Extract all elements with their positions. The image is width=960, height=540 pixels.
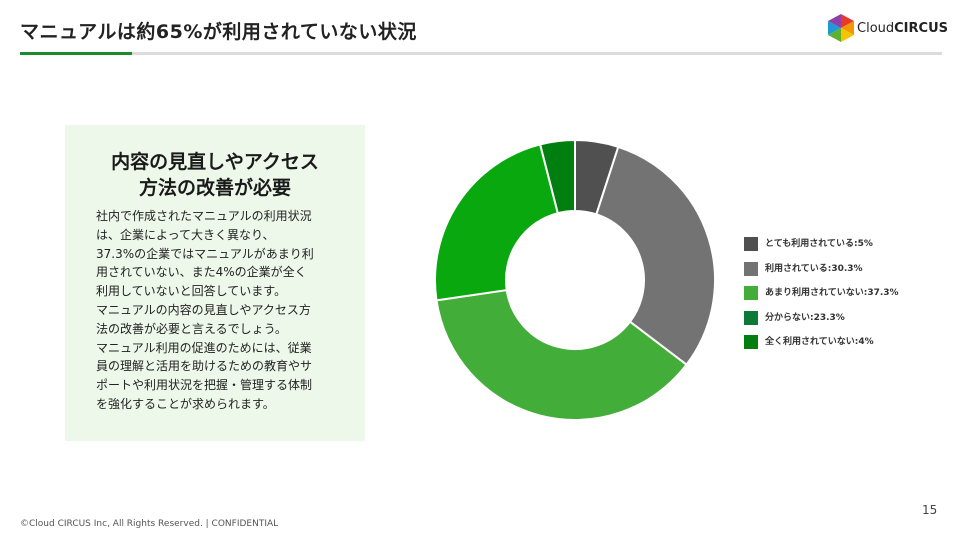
info-panel: 内容の見直しやアクセス 方法の改善が必要 社内で作成されたマニュアルの利用状況 … [65,125,365,441]
info-body-line: 法の改善が必要と言えるでしょう。 [96,321,287,336]
legend-swatch [744,310,758,325]
title-divider-accent [20,52,132,55]
info-heading-line-1: 内容の見直しやアクセス [111,151,319,173]
info-heading: 内容の見直しやアクセス 方法の改善が必要 [65,149,365,201]
legend-item: あまり利用されていない:37.3% [744,285,944,301]
title-divider [20,52,942,55]
info-body-line: 用されていない、また4%の企業が全く [96,265,307,280]
info-body-line: マニュアル利用の促進のためには、従業 [96,340,312,355]
legend-label: 分からない:23.3% [765,312,845,323]
info-body-line: マニュアルの内容の見直しやアクセス方 [96,302,311,317]
info-body-line: 社内で作成されたマニュアルの利用状況 [96,209,312,223]
logo-text-cloud: Cloud [857,21,895,36]
legend-label: 全く利用されていない:4% [765,337,874,347]
legend-label: あまり利用されていない:37.3% [765,288,899,298]
legend-swatch [744,286,758,300]
usage-donut-chart [434,138,716,421]
donut-slice-3 [435,288,688,421]
cloud-circus-logo-icon [828,14,854,42]
slide-title: マニュアルは約65%が利用されていない状況 [20,21,417,43]
legend-swatch [744,237,758,251]
cloud-circus-logo: CloudCIRCUS [828,14,948,44]
copyright-footer: ©Cloud CIRCUS Inc, All Rights Reserved. … [20,519,279,529]
legend-label: 利用されている:30.3% [765,263,863,274]
info-body-line: 37.3%の企業ではマニュアルがあまり利 [96,246,314,261]
info-heading-line-2: 方法の改善が必要 [138,177,291,199]
donut-slice-2 [595,145,716,367]
info-body: 社内で作成されたマニュアルの利用状況 は、企業によって大きく異なり、 37.3%… [96,207,346,414]
donut-slice-4 [434,143,560,302]
legend-item: 分からない:23.3% [744,310,944,326]
info-body-line: を強化することが求められます。 [96,396,275,411]
info-body-line: 利用していないと回答しています。 [96,284,287,299]
legend-label: とても利用されている:5% [765,239,873,249]
legend-item: とても利用されている:5% [744,236,944,252]
logo-wordmark: CloudCIRCUS [857,21,948,36]
logo-text-circus: CIRCUS [894,21,948,36]
legend-item: 利用されている:30.3% [744,261,944,277]
legend-item: 全く利用されていない:4% [744,334,944,350]
info-body-line: は、企業によって大きく異なり、 [96,227,275,242]
legend-swatch [744,261,758,276]
info-body-line: 員の理解と活用を助けるための教育やサ [96,359,313,374]
legend-swatch [744,335,758,349]
page-number: 15 [922,503,938,517]
donut-slice-5 [538,138,576,215]
info-body-line: ポートや利用状況を把握・管理する体制 [96,378,313,393]
